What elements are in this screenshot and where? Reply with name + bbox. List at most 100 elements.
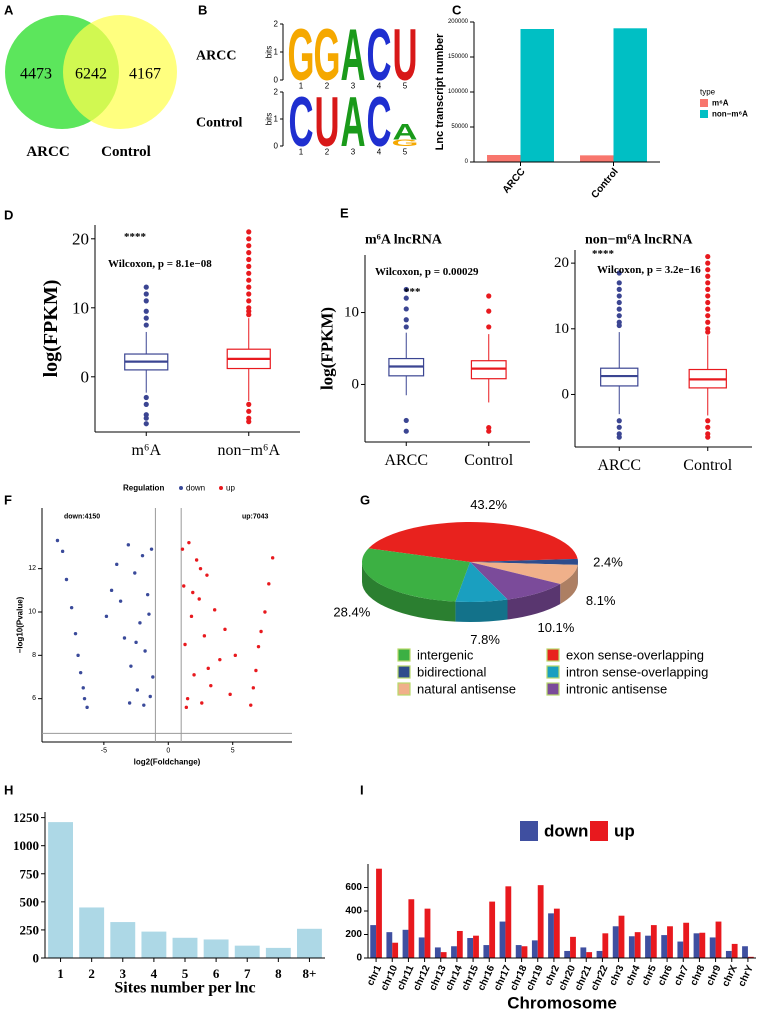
point: [233, 653, 237, 658]
legend-label: up: [614, 822, 635, 841]
point: [78, 670, 83, 675]
x-tick-label: 4: [377, 82, 382, 91]
x-axis-label: Chromosome: [507, 994, 617, 1013]
y-tick-label: 0: [352, 376, 360, 392]
bar: [392, 942, 399, 958]
outlier: [705, 329, 711, 335]
x-tick-label: Control: [683, 457, 732, 474]
annotation: up:7043: [242, 514, 269, 521]
point: [143, 649, 147, 653]
bar: [564, 950, 571, 958]
x-tick-label: 2: [325, 148, 330, 157]
x-tick-label: 2: [325, 82, 330, 91]
point: [69, 605, 74, 610]
outlier: [486, 308, 492, 314]
outlier: [246, 250, 252, 256]
point: [259, 629, 263, 634]
pie-slice: [470, 562, 578, 584]
bar: [645, 935, 651, 958]
set-count: 4167: [129, 66, 161, 83]
legend-title: type: [700, 88, 716, 97]
logo-letter: G: [392, 138, 419, 148]
y-tick-label: 10: [72, 298, 89, 317]
point: [122, 636, 127, 640]
legend-dot: [179, 486, 183, 490]
outlier: [246, 408, 252, 414]
y-tick-label: 0: [33, 951, 40, 966]
bar: [520, 29, 554, 162]
bar: [110, 922, 136, 958]
outlier: [143, 308, 149, 314]
chart-title: non−m⁶A lncRNA: [585, 233, 693, 248]
bar: [634, 932, 641, 958]
chart-title: m⁶A lncRNA: [365, 233, 443, 248]
x-tick-label: ARCC: [384, 452, 428, 469]
panel-label: D: [4, 208, 13, 223]
logo-letter: C: [366, 15, 391, 97]
point: [82, 696, 87, 701]
point: [134, 640, 138, 645]
logo-letter: U: [314, 83, 339, 162]
outlier: [486, 428, 492, 434]
point: [192, 673, 196, 677]
x-tick-label: 1: [299, 82, 304, 91]
bar: [683, 922, 690, 958]
outlier: [705, 253, 711, 260]
outlier: [143, 394, 149, 401]
outlier: [705, 418, 711, 424]
bar: [487, 155, 521, 162]
x-tick-label: Control: [589, 166, 620, 200]
point: [148, 694, 152, 699]
bar: [79, 907, 105, 958]
y-tick-label: 0: [356, 953, 362, 964]
bar: [742, 946, 748, 958]
bar: [424, 908, 431, 958]
point: [185, 696, 190, 701]
legend-swatch: [546, 648, 560, 662]
y-axis-label: log(FPKM): [318, 307, 337, 390]
point: [191, 590, 195, 595]
bar: [234, 945, 260, 958]
bar: [467, 938, 474, 958]
point: [205, 573, 209, 577]
set-label: ARCC: [26, 144, 69, 160]
y-tick-label: 0: [274, 76, 279, 85]
bar: [141, 931, 167, 958]
legend-label: exon sense-overlapping: [566, 648, 704, 663]
y-tick-label: 600: [345, 882, 362, 893]
outlier: [616, 270, 622, 276]
x-tick-label: 8+: [302, 966, 316, 981]
x-tick-label: non−m⁶A: [217, 442, 280, 459]
bar: [699, 932, 706, 958]
point: [73, 631, 78, 636]
x-axis-label: Sites number per lnc: [114, 980, 255, 997]
point: [118, 599, 123, 603]
outlier: [705, 286, 711, 292]
outlier: [486, 425, 492, 431]
bar: [434, 947, 441, 958]
bar: [370, 925, 377, 958]
annotation: ****: [124, 231, 147, 243]
point: [76, 653, 80, 658]
y-tick-label: 20: [554, 255, 569, 271]
x-tick-label: Control: [464, 452, 513, 469]
bar: [515, 945, 522, 958]
annotation: Wilcoxon, p = 0.00029: [375, 266, 479, 278]
y-tick-label: 8: [32, 652, 36, 659]
bar: [725, 950, 732, 958]
point: [189, 614, 194, 619]
bar: [440, 952, 447, 958]
panel-label: B: [198, 3, 207, 18]
bar: [661, 935, 668, 958]
x-tick-label: 7: [244, 966, 251, 981]
legend-label: natural antisense: [417, 682, 516, 697]
y-tick-label: 500: [20, 894, 40, 909]
pie-slice: [362, 548, 470, 602]
slice-label: 43.2%: [470, 497, 507, 512]
y-tick-label: 150000: [448, 54, 469, 60]
outlier: [403, 295, 409, 301]
y-tick-label: 6: [32, 695, 36, 702]
y-tick-label: 200: [345, 929, 362, 940]
bar: [376, 868, 382, 958]
outlier: [246, 236, 252, 242]
